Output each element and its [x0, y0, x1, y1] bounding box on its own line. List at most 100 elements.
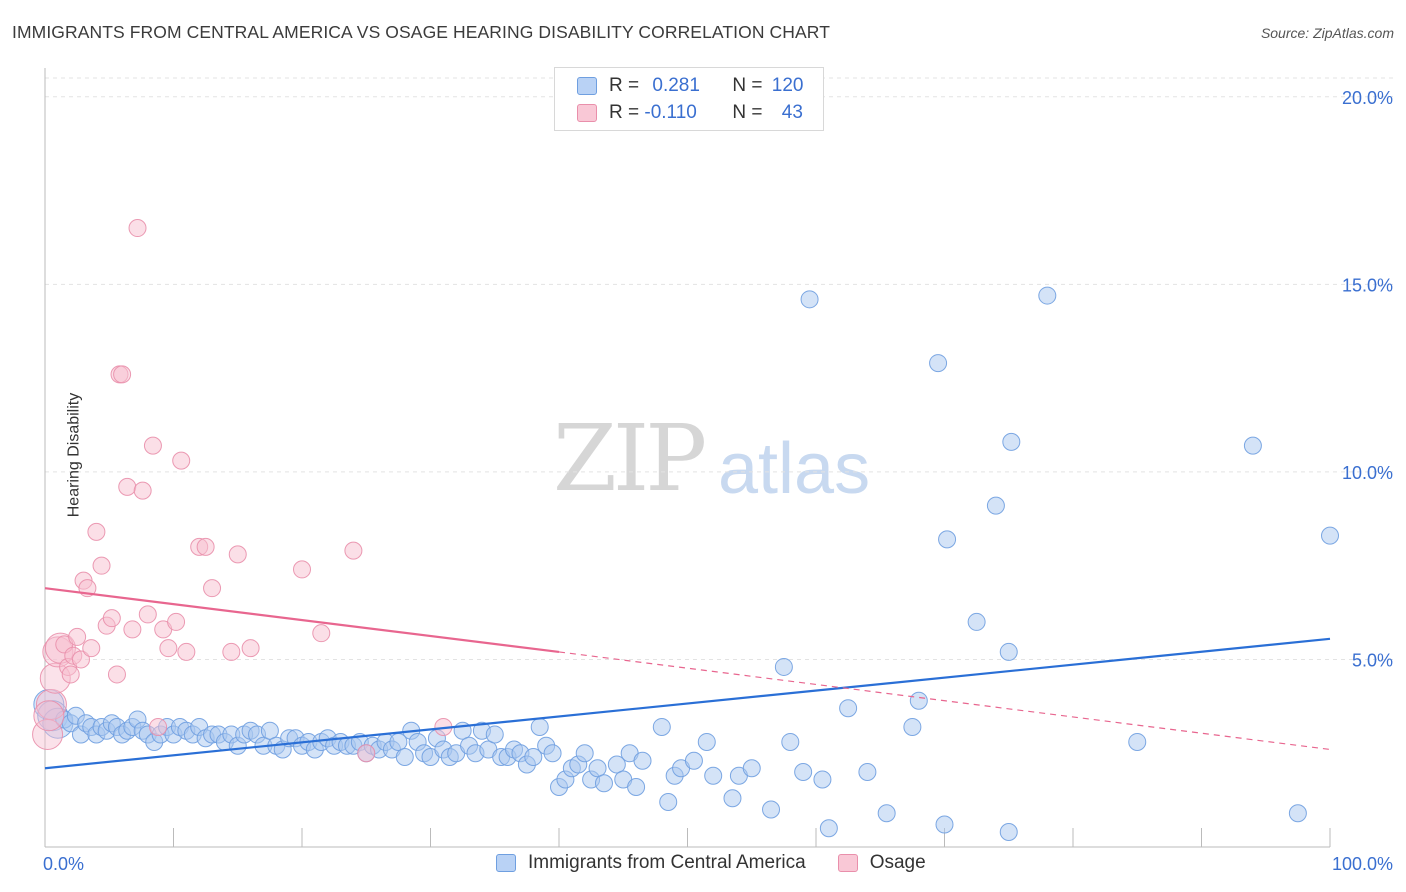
data-point-immigrants — [594, 774, 613, 793]
data-point-osage — [203, 579, 222, 598]
data-point-osage — [128, 219, 147, 238]
data-point-osage — [102, 609, 121, 628]
data-point-immigrants — [967, 612, 986, 631]
data-point-immigrants — [813, 770, 832, 789]
data-point-osage — [312, 624, 331, 643]
data-point-immigrants — [607, 755, 626, 774]
data-point-osage — [107, 665, 126, 684]
data-point-immigrants — [627, 777, 646, 796]
trend-lines — [44, 587, 1331, 770]
data-point-osage — [133, 481, 152, 500]
data-point-immigrants — [794, 762, 813, 781]
data-point-immigrants — [999, 642, 1018, 661]
data-point-osage — [149, 717, 168, 736]
data-point-osage — [167, 612, 186, 631]
legend-swatch-pink — [577, 104, 597, 122]
data-point-osage — [293, 560, 311, 579]
data-point-immigrants — [485, 725, 504, 744]
data-point-immigrants — [684, 751, 703, 770]
source-label: Source: ZipAtlas.com — [1260, 25, 1394, 41]
data-point-immigrants — [986, 496, 1005, 515]
data-point-osage — [71, 650, 90, 669]
data-point-immigrants — [877, 804, 896, 823]
legend-swatch-pink — [837, 854, 858, 872]
data-point-osage — [143, 436, 162, 455]
series-osage-points — [32, 219, 453, 763]
data-point-immigrants — [1002, 432, 1021, 451]
data-point-immigrants — [575, 744, 594, 763]
data-point-osage — [344, 541, 363, 560]
y-tick-label: 5.0% — [1352, 650, 1393, 670]
data-point-immigrants — [524, 747, 543, 766]
legend-r-label: R = — [609, 75, 645, 96]
data-point-immigrants — [652, 717, 671, 736]
data-point-immigrants — [858, 762, 877, 781]
data-point-osage — [228, 545, 247, 564]
data-point-osage — [33, 700, 65, 732]
legend-swatch-blue — [496, 854, 516, 872]
data-point-immigrants — [1243, 436, 1262, 455]
data-point-immigrants — [909, 691, 928, 710]
x-tick-label: 0.0% — [43, 854, 84, 874]
legend-r-label: R = — [609, 102, 645, 123]
y-axis-label: Hearing Disability — [65, 392, 83, 518]
data-point-immigrants — [659, 792, 678, 811]
data-point-osage — [357, 744, 376, 763]
data-point-immigrants — [260, 721, 279, 740]
data-point-immigrants — [1321, 526, 1339, 545]
watermark-zip: ZIP — [553, 405, 707, 512]
data-point-immigrants — [633, 751, 652, 770]
trend-line-immigrants — [44, 637, 1331, 770]
data-point-immigrants — [762, 800, 781, 819]
data-point-immigrants — [800, 290, 819, 309]
axes — [44, 68, 1331, 848]
data-point-immigrants — [935, 815, 954, 834]
data-point-immigrants — [697, 732, 716, 751]
watermark-atlas: atlas — [718, 429, 871, 509]
correlation-legend: R = 0.281 N = 120 R = -0.110 N = 43 — [554, 67, 824, 131]
data-point-osage — [82, 639, 101, 658]
chart-title: IMMIGRANTS FROM CENTRAL AMERICA VS OSAGE… — [12, 22, 831, 42]
data-point-immigrants — [774, 657, 793, 676]
series-legend: Immigrants from Central America Osage — [496, 852, 958, 874]
data-point-immigrants — [819, 819, 838, 838]
data-point-immigrants — [839, 699, 858, 718]
legend-n-value: 43 — [781, 102, 803, 123]
y-tick-label: 20.0% — [1342, 88, 1393, 108]
data-point-immigrants — [1038, 286, 1057, 305]
data-point-immigrants — [903, 717, 922, 736]
trend-line-osage — [44, 587, 560, 654]
data-point-immigrants — [999, 822, 1018, 841]
legend-item-immigrants: Immigrants from Central America — [496, 852, 806, 874]
data-point-immigrants — [530, 717, 549, 736]
data-point-immigrants — [1288, 804, 1307, 823]
data-point-immigrants — [704, 766, 723, 785]
legend-row-immigrants: R = 0.281 N = 120 — [577, 75, 803, 97]
data-point-osage — [118, 477, 137, 496]
data-point-osage — [177, 642, 196, 661]
legend-item-osage: Osage — [837, 852, 926, 874]
data-point-immigrants — [938, 530, 957, 549]
tick-labels: 5.0% 10.0% 15.0% 20.0% 0.0% 100.0% — [43, 88, 1393, 874]
data-point-immigrants — [395, 747, 414, 766]
data-point-osage — [92, 556, 111, 575]
legend-row-osage: R = -0.110 N = 43 — [577, 102, 803, 124]
data-point-osage — [138, 605, 157, 624]
data-point-osage — [159, 639, 178, 658]
data-point-osage — [35, 688, 67, 720]
legend-n-label: N = — [732, 102, 768, 123]
data-point-osage — [61, 665, 80, 684]
legend-r-value: 0.281 — [652, 75, 700, 96]
data-point-osage — [68, 627, 87, 646]
series-immigrants-points — [33, 286, 1339, 841]
legend-n-value: 120 — [771, 75, 804, 96]
trend-line-osage-extension — [558, 651, 1331, 751]
data-point-immigrants — [742, 759, 761, 778]
y-tick-label: 15.0% — [1342, 275, 1393, 295]
legend-label-osage: Osage — [869, 852, 926, 873]
data-point-immigrants — [1128, 732, 1147, 751]
data-point-immigrants — [588, 759, 607, 778]
data-point-osage — [113, 365, 132, 384]
legend-n-label: N = — [732, 75, 768, 96]
